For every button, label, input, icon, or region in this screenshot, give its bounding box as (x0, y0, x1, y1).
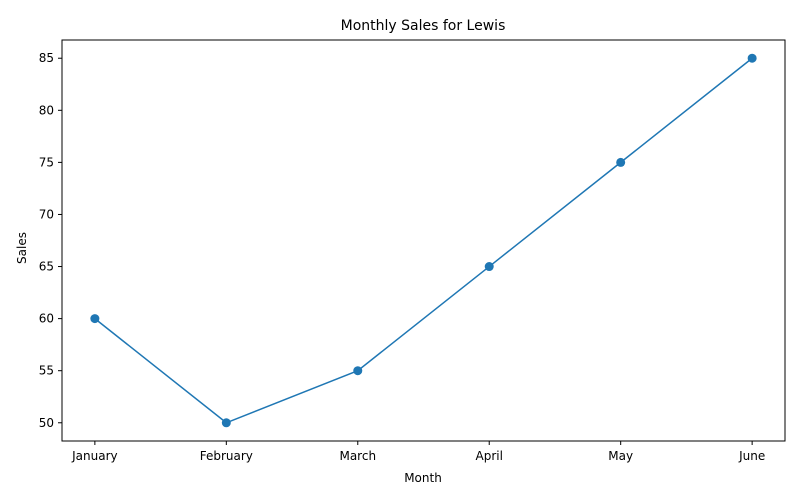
x-tick-label: June (738, 449, 765, 463)
plot-area: January February March April May June 50 55 60 6… (39, 39, 786, 463)
series-markers (90, 53, 757, 428)
plot-frame (61, 39, 786, 442)
y-tick-label: 85 (39, 51, 54, 65)
data-point-may (616, 157, 626, 167)
x-tick-label: April (476, 449, 503, 463)
x-axis-ticks: January February March April May June (71, 441, 765, 463)
x-tick-label: January (71, 449, 118, 463)
x-tick-label: February (200, 449, 253, 463)
x-axis-label: Month (404, 471, 442, 485)
y-axis-ticks: 50 55 60 65 70 75 80 85 (39, 51, 62, 430)
data-point-april (484, 262, 494, 272)
y-tick-label: 55 (39, 364, 54, 378)
chart-title: Monthly Sales for Lewis (341, 18, 506, 34)
y-tick-label: 60 (39, 312, 54, 326)
y-tick-label: 80 (39, 103, 54, 117)
y-tick-label: 70 (39, 207, 54, 221)
y-tick-label: 50 (39, 416, 54, 430)
x-tick-label: March (339, 449, 376, 463)
y-tick-label: 65 (39, 260, 54, 274)
data-point-march (353, 366, 363, 376)
data-point-january (90, 314, 100, 324)
data-point-february (221, 418, 231, 428)
y-tick-label: 75 (39, 155, 54, 169)
y-axis-label: Sales (15, 232, 29, 264)
x-tick-label: May (608, 449, 633, 463)
data-point-june (747, 53, 757, 63)
series-line (94, 57, 753, 424)
